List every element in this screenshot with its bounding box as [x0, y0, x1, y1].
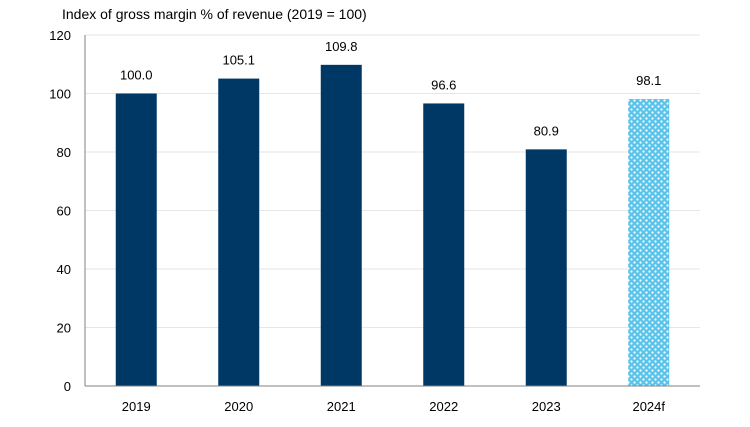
x-tick-label: 2021 — [327, 399, 356, 414]
gridlines — [85, 34, 700, 328]
chart-title: Index of gross margin % of revenue (2019… — [62, 6, 367, 22]
y-tick-label: 20 — [57, 321, 71, 336]
x-tick-label: 2022 — [429, 399, 458, 414]
labels: 0 20 40 60 80 100 120 100.0 2019 105.1 2020 109.8 20… — [49, 28, 665, 414]
x-tick-label: 2019 — [122, 399, 151, 414]
y-tick-label: 40 — [57, 262, 71, 277]
x-tick-label: 2020 — [224, 399, 253, 414]
bar — [115, 93, 157, 386]
bars — [115, 64, 670, 387]
data-label: 80.9 — [534, 123, 559, 138]
bar-forecast — [628, 99, 670, 387]
x-tick-label: 2024f — [632, 399, 665, 414]
y-tick-label: 60 — [57, 204, 71, 219]
data-label: 100.0 — [120, 68, 153, 83]
bar — [423, 103, 465, 386]
x-tick-label: 2023 — [532, 399, 561, 414]
bar — [320, 64, 362, 387]
bar — [525, 149, 567, 386]
y-tick-label: 80 — [57, 145, 71, 160]
data-label: 109.8 — [325, 39, 358, 54]
bar — [218, 78, 260, 387]
axes — [84, 35, 700, 387]
y-tick-label: 120 — [49, 28, 71, 43]
data-label: 98.1 — [636, 73, 661, 88]
data-label: 96.6 — [431, 77, 456, 92]
y-tick-label: 100 — [49, 87, 71, 102]
data-label: 105.1 — [222, 53, 255, 68]
y-tick-label: 0 — [64, 379, 71, 394]
